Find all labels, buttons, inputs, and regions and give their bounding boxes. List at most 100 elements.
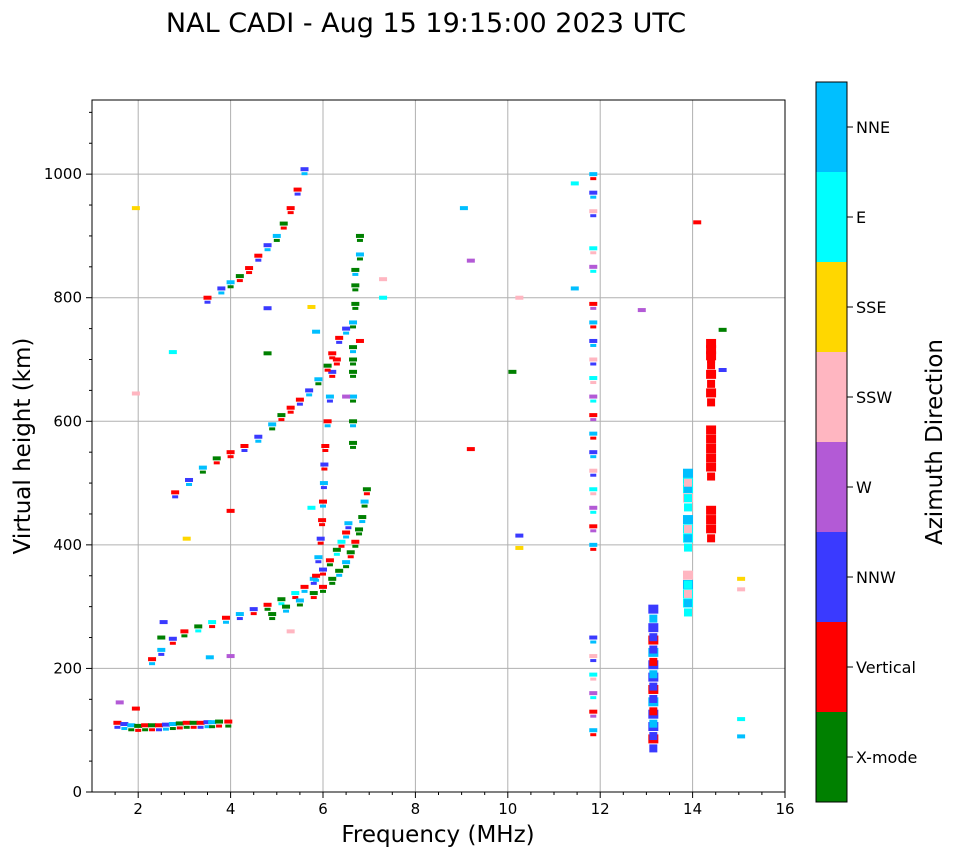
data-point (349, 357, 358, 362)
data-point (291, 591, 300, 596)
y-tick-label: 200 (53, 659, 82, 677)
data-point (648, 604, 659, 614)
data-point (307, 505, 316, 510)
data-point-secondary (590, 696, 597, 700)
data-point (277, 597, 286, 602)
data-point (589, 264, 598, 269)
data-point (570, 286, 579, 291)
data-point-secondary (292, 596, 299, 600)
data-point (693, 220, 702, 225)
data-point (589, 320, 598, 325)
data-point (589, 709, 598, 714)
y-axis-ticks: 0 200 400 600 800 1000 (44, 111, 92, 801)
data-point-secondary (649, 614, 658, 623)
data-point (351, 267, 360, 272)
data-point (300, 584, 309, 589)
data-point (115, 700, 124, 705)
data-point-secondary (649, 670, 658, 679)
data-point (589, 728, 598, 733)
data-point-secondary (155, 728, 162, 732)
data-point (706, 505, 717, 515)
data-point-secondary (322, 449, 329, 452)
data-point-secondary (683, 599, 692, 608)
data-point (589, 338, 598, 343)
data-point-secondary (707, 534, 716, 543)
data-point (319, 481, 328, 486)
data-point (515, 295, 524, 300)
series-group (312, 357, 341, 582)
data-point (718, 368, 727, 373)
data-point (589, 246, 598, 251)
data-point-secondary (707, 463, 716, 472)
data-point-secondary (320, 589, 326, 593)
data-point-secondary (169, 641, 176, 645)
data-point-secondary (114, 725, 121, 729)
data-point (379, 277, 388, 282)
data-point (342, 326, 351, 331)
data-point (737, 717, 746, 722)
data-point-secondary (183, 725, 190, 729)
data-point (127, 723, 136, 728)
data-point (245, 266, 254, 271)
data-point-secondary (350, 362, 357, 366)
data-point-secondary (590, 677, 597, 681)
data-point (226, 508, 235, 513)
data-point (154, 723, 163, 728)
series-group (268, 487, 371, 621)
data-point (286, 206, 295, 211)
data-point (113, 720, 122, 725)
colorbar-tick-label: Vertical (856, 658, 916, 677)
data-point (217, 286, 226, 291)
data-point-secondary (326, 399, 333, 403)
data-point-secondary (590, 529, 597, 533)
colorbar-tick-label: NNE (856, 118, 890, 137)
data-point-secondary (361, 504, 368, 508)
data-point (131, 706, 140, 711)
data-point-secondary (216, 724, 223, 728)
data-point (589, 635, 598, 640)
data-point (570, 181, 579, 186)
data-point (235, 274, 244, 279)
x-tick-label: 12 (591, 800, 610, 818)
data-point (737, 576, 746, 581)
data-point-secondary (359, 520, 366, 524)
data-point-secondary (225, 724, 232, 728)
data-point (362, 487, 371, 492)
data-point-secondary (590, 510, 597, 514)
colorbar-segment (816, 712, 847, 802)
data-point-secondary (278, 418, 285, 422)
data-point-secondary (236, 617, 243, 621)
data-point (589, 357, 598, 362)
data-point-secondary (350, 445, 357, 449)
data-point-secondary (317, 541, 324, 545)
y-tick-label: 0 (72, 783, 82, 801)
data-point (300, 167, 309, 172)
data-point (358, 515, 367, 520)
data-point-secondary (683, 484, 692, 493)
data-point (182, 720, 191, 725)
data-point (682, 570, 693, 580)
colorbar-tick-label: SSE (856, 298, 886, 317)
data-point-secondary (707, 361, 716, 370)
data-point (316, 536, 325, 541)
colorbar-segment (816, 262, 847, 352)
data-point (189, 720, 198, 725)
data-point (263, 351, 272, 356)
data-point-secondary (649, 694, 658, 703)
data-point (196, 720, 205, 725)
data-point-secondary (326, 563, 333, 567)
data-point (161, 722, 170, 727)
series-group (148, 521, 353, 666)
data-point-secondary (590, 381, 597, 385)
data-point (325, 558, 334, 563)
data-point (589, 487, 598, 492)
data-point (314, 377, 323, 382)
data-point (305, 388, 314, 393)
data-point-secondary (135, 728, 142, 732)
data-point (319, 567, 327, 572)
data-point-secondary (283, 609, 290, 613)
data-point-secondary (590, 436, 597, 440)
data-point (332, 547, 341, 552)
data-point (360, 499, 369, 504)
data-point-secondary (149, 728, 156, 732)
